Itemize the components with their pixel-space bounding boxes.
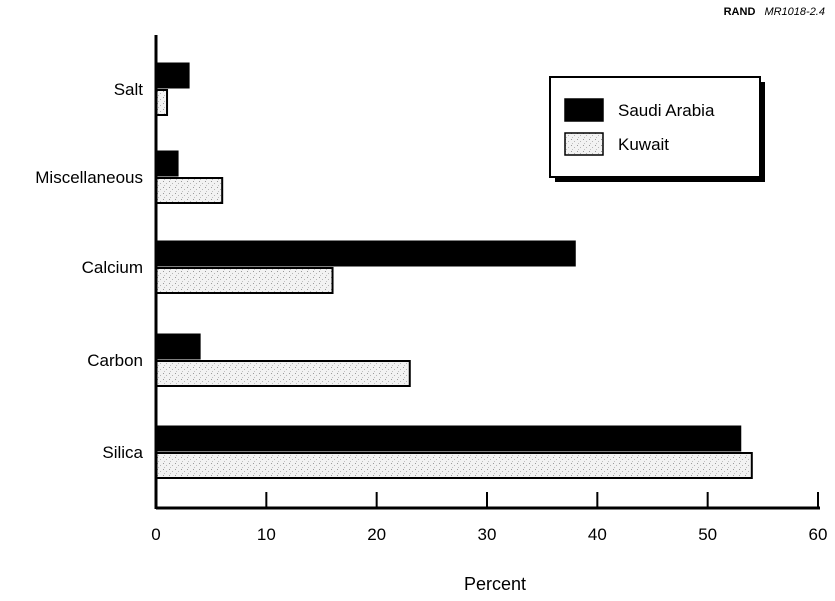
bar-kuwait-carbon — [155, 360, 411, 387]
bar-saudi-arabia-salt — [155, 62, 190, 89]
bar-saudi-arabia-carbon — [155, 333, 201, 360]
bar-saudi-arabia-miscellaneous — [155, 150, 179, 177]
x-tick-label-20: 20 — [367, 525, 386, 544]
bar-kuwait-miscellaneous — [155, 177, 224, 204]
legend-swatch-saudi-arabia — [564, 98, 604, 122]
bar-saudi-arabia-silica — [155, 425, 742, 452]
bar-kuwait-calcium — [155, 267, 334, 294]
category-label-miscellaneous: Miscellaneous — [35, 168, 143, 187]
bar-saudi-arabia-calcium — [155, 240, 576, 267]
x-axis-title: Percent — [464, 574, 526, 594]
legend-box — [549, 76, 761, 178]
category-label-silica: Silica — [102, 443, 143, 462]
axes-layer: Salt Miscellaneous Calcium Carbon Silica 0 10 2… — [35, 35, 827, 544]
x-tick-label-30: 30 — [478, 525, 497, 544]
category-label-carbon: Carbon — [87, 351, 143, 370]
source-code: MR1018-2.4 — [764, 6, 825, 18]
legend-swatch-kuwait — [564, 132, 604, 156]
x-tick-label-10: 10 — [257, 525, 276, 544]
bars-layer — [155, 62, 753, 479]
category-label-calcium: Calcium — [82, 258, 143, 277]
x-tick-label-50: 50 — [698, 525, 717, 544]
x-tick-label-40: 40 — [588, 525, 607, 544]
source-tag: RAND MR1018-2.4 — [724, 6, 825, 18]
bar-kuwait-salt — [155, 89, 169, 116]
legend-label-saudi-arabia: Saudi Arabia — [618, 101, 715, 120]
x-tick-label-0: 0 — [151, 525, 160, 544]
source-org: RAND — [723, 6, 756, 18]
legend: Saudi Arabia Kuwait — [549, 76, 765, 182]
legend-label-kuwait: Kuwait — [618, 135, 669, 154]
category-label-salt: Salt — [114, 80, 144, 99]
bar-kuwait-silica — [155, 452, 753, 479]
x-tick-label-60: 60 — [809, 525, 828, 544]
